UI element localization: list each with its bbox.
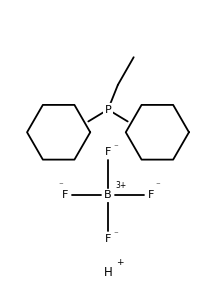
Text: ⁻: ⁻ [113, 143, 118, 152]
Text: P: P [105, 105, 111, 115]
Text: 3+: 3+ [115, 181, 126, 189]
Text: B: B [104, 190, 112, 200]
Text: F: F [105, 234, 111, 244]
Text: F: F [148, 190, 154, 200]
Text: ⁻: ⁻ [113, 230, 118, 239]
Text: ⁻: ⁻ [155, 181, 160, 191]
Text: ⁻: ⁻ [59, 181, 63, 191]
Text: H: H [104, 266, 112, 279]
Text: +: + [116, 258, 123, 268]
Text: F: F [105, 147, 111, 157]
Text: F: F [62, 190, 68, 200]
